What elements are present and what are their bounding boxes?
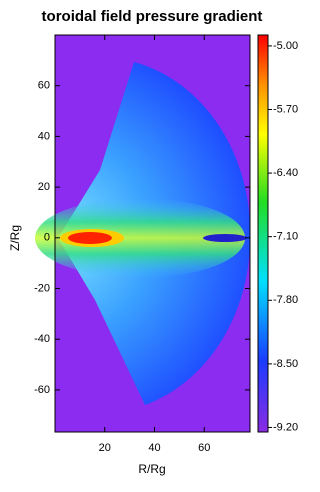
y-tick-label: -60 [34, 384, 50, 396]
colorbar-tick-label: -9.20 [273, 421, 298, 433]
y-tick-label: 20 [38, 181, 50, 193]
equatorial-band [35, 198, 245, 278]
chart-title: toroidal field pressure gradient [42, 8, 263, 25]
colorbar-tick-label: -5.70 [273, 103, 298, 115]
plot-frame [54, 34, 251, 433]
colorbar-tick-label: -5.00 [273, 40, 298, 52]
y-tick-label: -40 [34, 333, 50, 345]
y-tick-label: 40 [38, 130, 50, 142]
x-tick-label: 40 [148, 442, 160, 454]
outer-low [203, 234, 247, 242]
x-tick-label: 20 [99, 442, 111, 454]
core-peak [68, 232, 112, 244]
colorbar-tick-label: -8.50 [273, 358, 298, 370]
y-axis-label: Z/Rg [8, 225, 22, 251]
colorbar-tick-label: -7.10 [273, 231, 298, 243]
y-tick-label: -20 [34, 282, 50, 294]
colorbar [257, 34, 269, 433]
x-axis-label: R/Rg [138, 462, 165, 476]
colorbar-tick-label: -6.40 [273, 167, 298, 179]
colorbar-tick-label: -7.80 [273, 294, 298, 306]
y-tick-label: 0 [44, 232, 50, 244]
y-tick-label: 60 [38, 80, 50, 92]
x-tick-label: 60 [198, 442, 210, 454]
